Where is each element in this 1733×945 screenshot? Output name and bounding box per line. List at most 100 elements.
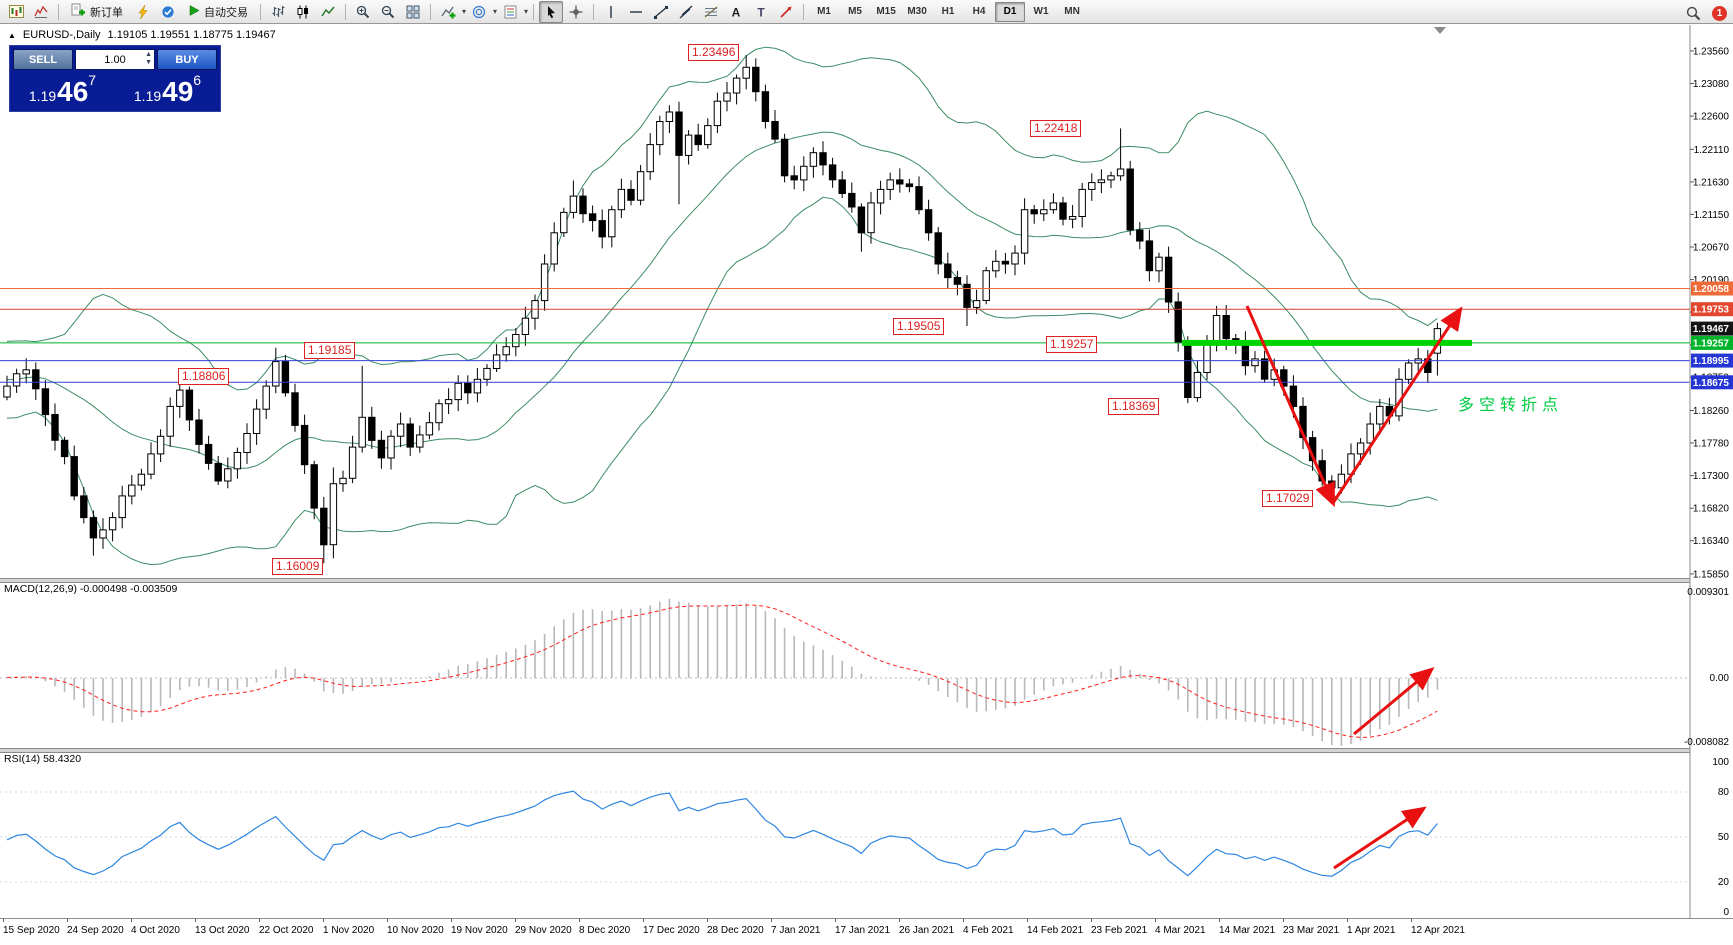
price-scale[interactable] [1690, 25, 1733, 918]
price-scale-tick: 1.17300 [1693, 471, 1730, 482]
x-axis-date: 22 Oct 2020 [259, 925, 314, 936]
x-axis-date: 26 Jan 2021 [899, 925, 954, 936]
x-axis-date: 10 Nov 2020 [387, 925, 444, 936]
macd-header: MACD(12,26,9) -0.000498 -0.003509 [4, 583, 178, 595]
tick-chart-icon[interactable] [29, 1, 53, 23]
trend-arrow-down[interactable] [1245, 305, 1335, 508]
svg-text:A: A [732, 5, 741, 19]
timeframe-h1[interactable]: H1 [941, 6, 955, 17]
price-annotation-label: 1.17029 [1262, 490, 1314, 507]
tile-windows-icon[interactable] [401, 1, 425, 23]
market-icon[interactable] [156, 1, 180, 23]
chart-title: ▲ EURUSD-,Daily 1.19105 1.19551 1.18775 … [8, 29, 276, 41]
x-axis-date: 13 Oct 2020 [195, 925, 250, 936]
volume-input[interactable]: 1.00 ▲ ▼ [75, 49, 155, 70]
bars-icon[interactable] [266, 1, 290, 23]
lightning-icon[interactable] [131, 1, 155, 23]
timeframe-m1[interactable]: M1 [817, 6, 831, 17]
macd-arrow[interactable] [1353, 667, 1435, 736]
toolbar-separator [430, 3, 431, 20]
macd-scale-bottom: -0.008082 [1684, 737, 1729, 748]
timeframe-d1[interactable]: D1 [995, 1, 1026, 22]
pane-separator[interactable] [0, 578, 1733, 583]
arrows-icon[interactable] [774, 1, 798, 23]
chart-window-icon[interactable] [4, 1, 28, 23]
timeframe-mn[interactable]: MN [1064, 6, 1080, 17]
price-scale-tick: 1.16820 [1693, 504, 1730, 515]
buy-price: 1.19 49 6 [133, 72, 202, 107]
zoom-out-icon[interactable] [376, 1, 400, 23]
trend-arrow-up[interactable] [1331, 306, 1463, 504]
sell-button[interactable]: SELL [13, 49, 73, 70]
vline-icon[interactable] [599, 1, 623, 23]
new-order-button[interactable]: 新订单 [64, 1, 130, 23]
price-tag-value: 1.19257 [1693, 338, 1730, 349]
chart-window[interactable]: MACD(12,26,9) -0.000498 -0.003509 RSI(14)… [0, 25, 1733, 945]
auto-trading-button[interactable]: 自动交易 [181, 1, 255, 23]
price-tag-value: 1.18995 [1693, 356, 1730, 367]
price-tag [1691, 321, 1733, 336]
channel-icon[interactable] [674, 1, 698, 23]
turning-point-note: 多空转折点 [1458, 397, 1564, 414]
macd-signal-line [6, 604, 1438, 738]
timeframe-m5[interactable]: M5 [848, 6, 862, 17]
timeframe-w1[interactable]: W1 [1033, 6, 1049, 17]
price-annotation-label: 1.18806 [178, 368, 230, 385]
cursor-icon[interactable] [539, 0, 564, 23]
x-axis-date: 28 Dec 2020 [707, 925, 764, 936]
chart-background [0, 25, 1733, 945]
x-axis-date: 4 Feb 2021 [963, 925, 1014, 936]
buy-button[interactable]: BUY [157, 49, 217, 70]
auto-trading-label: 自动交易 [204, 6, 248, 19]
label-icon[interactable]: T [749, 1, 773, 23]
trendline-icon[interactable] [649, 1, 673, 23]
candles-icon[interactable] [291, 1, 315, 23]
templates-icon[interactable] [498, 1, 522, 23]
price-scale-tick: 1.20190 [1693, 275, 1730, 286]
price-scale-tick: 1.22110 [1694, 145, 1730, 156]
toolbar-separator [58, 3, 59, 20]
text-icon[interactable]: A [724, 1, 748, 23]
timeframe-m15[interactable]: M15 [876, 6, 896, 17]
macd-scale-top: 0.009301 [1687, 587, 1729, 598]
notification-badge[interactable]: 1 [1712, 5, 1727, 21]
line-chart-icon[interactable] [316, 1, 340, 23]
rsi-scale-tick: 80 [1718, 787, 1730, 798]
pane-separator[interactable] [0, 748, 1733, 753]
chevron-down-icon[interactable]: ▾ [524, 7, 529, 16]
timeframe-h4[interactable]: H4 [972, 6, 986, 17]
x-axis-date: 24 Sep 2020 [67, 925, 124, 936]
expand-triangle-icon[interactable]: ▲ [8, 30, 16, 40]
rsi-line [6, 790, 1438, 877]
crosshair-icon[interactable] [564, 1, 588, 23]
price-tag-value: 1.19467 [1693, 324, 1730, 335]
chevron-down-icon[interactable]: ▾ [493, 7, 498, 16]
indicators-icon[interactable] [436, 1, 460, 23]
time-axis[interactable] [0, 918, 1733, 945]
zoom-in-icon[interactable] [351, 1, 375, 23]
svg-text:T: T [757, 5, 765, 19]
toolbar: 新订单 自动交易 ▾ ▾ ▾ A T M1 M5 M15 M30 H1 H4 D1 W1 MN 1 [0, 0, 1733, 24]
rsi-scale-tick: 100 [1712, 757, 1729, 768]
new-order-label: 新订单 [90, 6, 123, 19]
cycles-icon[interactable] [467, 1, 491, 23]
new-order-icon [71, 3, 86, 20]
x-axis-date: 7 Jan 2021 [771, 925, 821, 936]
fibo-icon[interactable] [699, 1, 723, 23]
rsi-arrow[interactable] [1333, 806, 1427, 870]
chart-shift-marker[interactable] [1434, 27, 1446, 34]
price-scale-tick: 1.18260 [1693, 406, 1730, 417]
hline-icon[interactable] [624, 1, 648, 23]
timeframe-m30[interactable]: M30 [907, 6, 927, 17]
sell-price: 1.19 46 7 [28, 72, 97, 107]
autotrade-icon [188, 4, 200, 20]
search-icon[interactable] [1681, 2, 1705, 24]
support-zone-bar[interactable] [1182, 339, 1472, 346]
toolbar-separator [593, 3, 595, 20]
price-annotation-label: 1.19185 [304, 342, 356, 359]
chevron-down-icon[interactable]: ▾ [462, 7, 467, 16]
toolbar-separator [345, 3, 346, 20]
price-chart[interactable]: MACD(12,26,9) -0.000498 -0.003509 RSI(14)… [0, 25, 1733, 945]
volume-stepper[interactable]: ▲ ▼ [145, 51, 152, 66]
